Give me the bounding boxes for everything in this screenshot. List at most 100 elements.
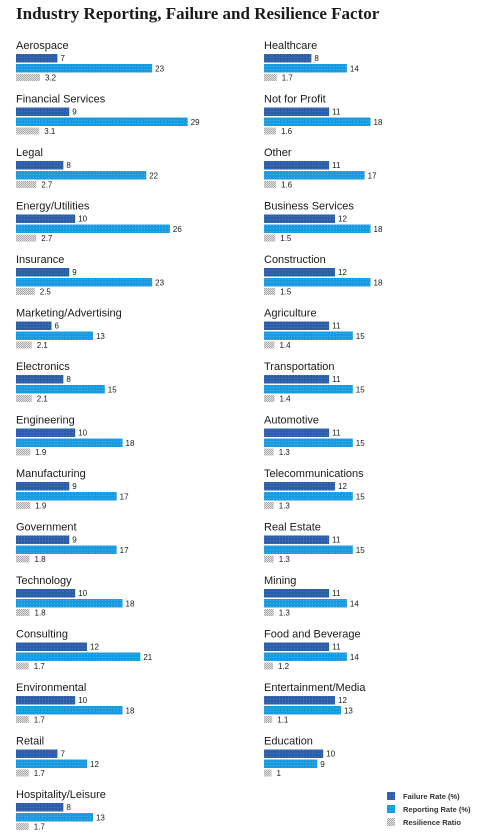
reporting-rate-value: 15 xyxy=(356,386,365,395)
resilience-ratio-value: 1.8 xyxy=(35,555,47,564)
failure-rate-value: 11 xyxy=(332,536,341,545)
category-label: Automotive xyxy=(264,415,319,427)
reporting-rate-bar xyxy=(16,652,141,661)
resilience-ratio-bar xyxy=(264,341,275,349)
failure-rate-bar xyxy=(16,482,70,491)
failure-rate-value: 10 xyxy=(78,696,87,705)
failure-rate-bar xyxy=(16,803,64,812)
failure-rate-value: 10 xyxy=(78,429,87,438)
industry-group: Retail 7 12 1.7 xyxy=(16,736,99,778)
category-label: Electronics xyxy=(16,361,70,373)
industry-group: Government 9 17 1.8 xyxy=(16,522,129,564)
reporting-rate-value: 29 xyxy=(191,118,200,127)
failure-rate-value: 6 xyxy=(55,322,60,331)
resilience-ratio-value: 1.7 xyxy=(34,662,46,671)
resilience-ratio-bar xyxy=(264,74,277,81)
failure-rate-bar xyxy=(264,375,330,384)
failure-rate-bar xyxy=(16,749,58,758)
failure-rate-bar xyxy=(264,482,336,491)
reporting-rate-bar xyxy=(264,438,353,447)
category-label: Transportation xyxy=(264,361,335,373)
industry-group: Telecommunications 12 15 1.3 xyxy=(264,468,365,511)
category-label: Financial Services xyxy=(16,94,106,106)
resilience-ratio-bar xyxy=(264,769,272,777)
industry-group: Marketing/Advertising 6 13 2.1 xyxy=(16,308,122,350)
resilience-ratio-bar xyxy=(16,448,31,456)
reporting-rate-value: 13 xyxy=(96,814,105,823)
failure-rate-value: 11 xyxy=(332,643,341,652)
resilience-ratio-bar xyxy=(16,769,29,777)
resilience-ratio-bar xyxy=(264,555,274,563)
failure-rate-value: 12 xyxy=(90,643,99,652)
failure-rate-value: 12 xyxy=(338,215,347,224)
reporting-rate-bar xyxy=(16,64,153,73)
resilience-ratio-bar xyxy=(16,74,40,81)
failure-rate-value: 8 xyxy=(66,375,71,384)
reporting-rate-bar xyxy=(16,331,93,340)
resilience-ratio-value: 2.7 xyxy=(41,181,53,190)
reporting-rate-bar xyxy=(264,652,347,661)
resilience-ratio-bar xyxy=(264,716,273,723)
industry-group: Hospitality/Leisure 8 13 1.7 xyxy=(16,789,106,832)
reporting-rate-bar xyxy=(264,706,341,715)
resilience-ratio-value: 1.7 xyxy=(282,74,294,83)
industry-group: Construction 12 18 1.5 xyxy=(264,254,383,297)
industry-group: Environmental 10 18 1.7 xyxy=(16,682,135,725)
failure-rate-bar xyxy=(264,107,330,116)
failure-rate-bar xyxy=(264,749,324,758)
failure-rate-value: 9 xyxy=(72,536,77,545)
legend-label: Reporting Rate (%) xyxy=(403,805,471,814)
resilience-ratio-value: 3.2 xyxy=(45,74,57,83)
reporting-rate-bar xyxy=(16,545,117,554)
resilience-ratio-bar xyxy=(264,662,273,670)
industry-group: Transportation 11 15 1.4 xyxy=(264,361,365,404)
reporting-rate-bar xyxy=(264,545,353,554)
failure-rate-value: 8 xyxy=(66,803,71,812)
failure-rate-bar xyxy=(264,54,312,63)
reporting-rate-value: 26 xyxy=(173,225,182,234)
category-label: Mining xyxy=(264,575,296,587)
reporting-rate-bar xyxy=(264,171,365,180)
reporting-rate-bar xyxy=(264,492,353,501)
reporting-rate-bar xyxy=(264,224,371,233)
category-label: Government xyxy=(16,522,77,534)
category-label: Marketing/Advertising xyxy=(16,308,122,320)
failure-rate-value: 12 xyxy=(338,696,347,705)
category-label: Technology xyxy=(16,575,72,587)
failure-rate-bar xyxy=(16,161,64,170)
resilience-ratio-bar xyxy=(264,448,274,456)
failure-rate-bar xyxy=(16,54,58,63)
industry-group: Not for Profit 11 18 1.6 xyxy=(264,94,383,136)
failure-rate-value: 11 xyxy=(332,429,341,438)
reporting-rate-value: 15 xyxy=(356,439,365,448)
failure-rate-bar xyxy=(264,428,330,437)
resilience-ratio-value: 2.5 xyxy=(40,288,52,297)
chart-title: Industry Reporting, Failure and Resilien… xyxy=(16,4,380,23)
category-label: Entertainment/Media xyxy=(264,682,366,694)
resilience-ratio-value: 1.7 xyxy=(34,769,46,778)
resilience-ratio-value: 2.7 xyxy=(41,234,53,243)
reporting-rate-value: 13 xyxy=(344,707,353,716)
industry-group: Legal 8 22 2.7 xyxy=(16,147,159,190)
reporting-rate-value: 17 xyxy=(120,493,129,502)
resilience-ratio-bar xyxy=(264,234,276,242)
category-label: Consulting xyxy=(16,629,68,641)
reporting-rate-bar xyxy=(16,224,170,233)
industry-group: Financial Services 9 29 3.1 xyxy=(16,94,200,136)
failure-rate-bar xyxy=(264,642,330,651)
industry-group: Healthcare 8 14 1.7 xyxy=(264,40,359,83)
resilience-ratio-bar xyxy=(16,823,29,830)
resilience-ratio-value: 1.7 xyxy=(34,716,46,725)
reporting-rate-bar xyxy=(264,117,371,126)
reporting-rate-value: 22 xyxy=(149,172,158,181)
industry-group: Other 11 17 1.6 xyxy=(264,147,377,190)
resilience-ratio-bar xyxy=(264,181,276,188)
reporting-rate-value: 18 xyxy=(126,439,135,448)
category-label: Energy/Utilities xyxy=(16,201,90,213)
resilience-ratio-bar xyxy=(264,395,275,402)
failure-rate-bar xyxy=(16,107,70,116)
resilience-ratio-value: 2.1 xyxy=(37,341,49,350)
reporting-rate-bar xyxy=(264,759,318,768)
